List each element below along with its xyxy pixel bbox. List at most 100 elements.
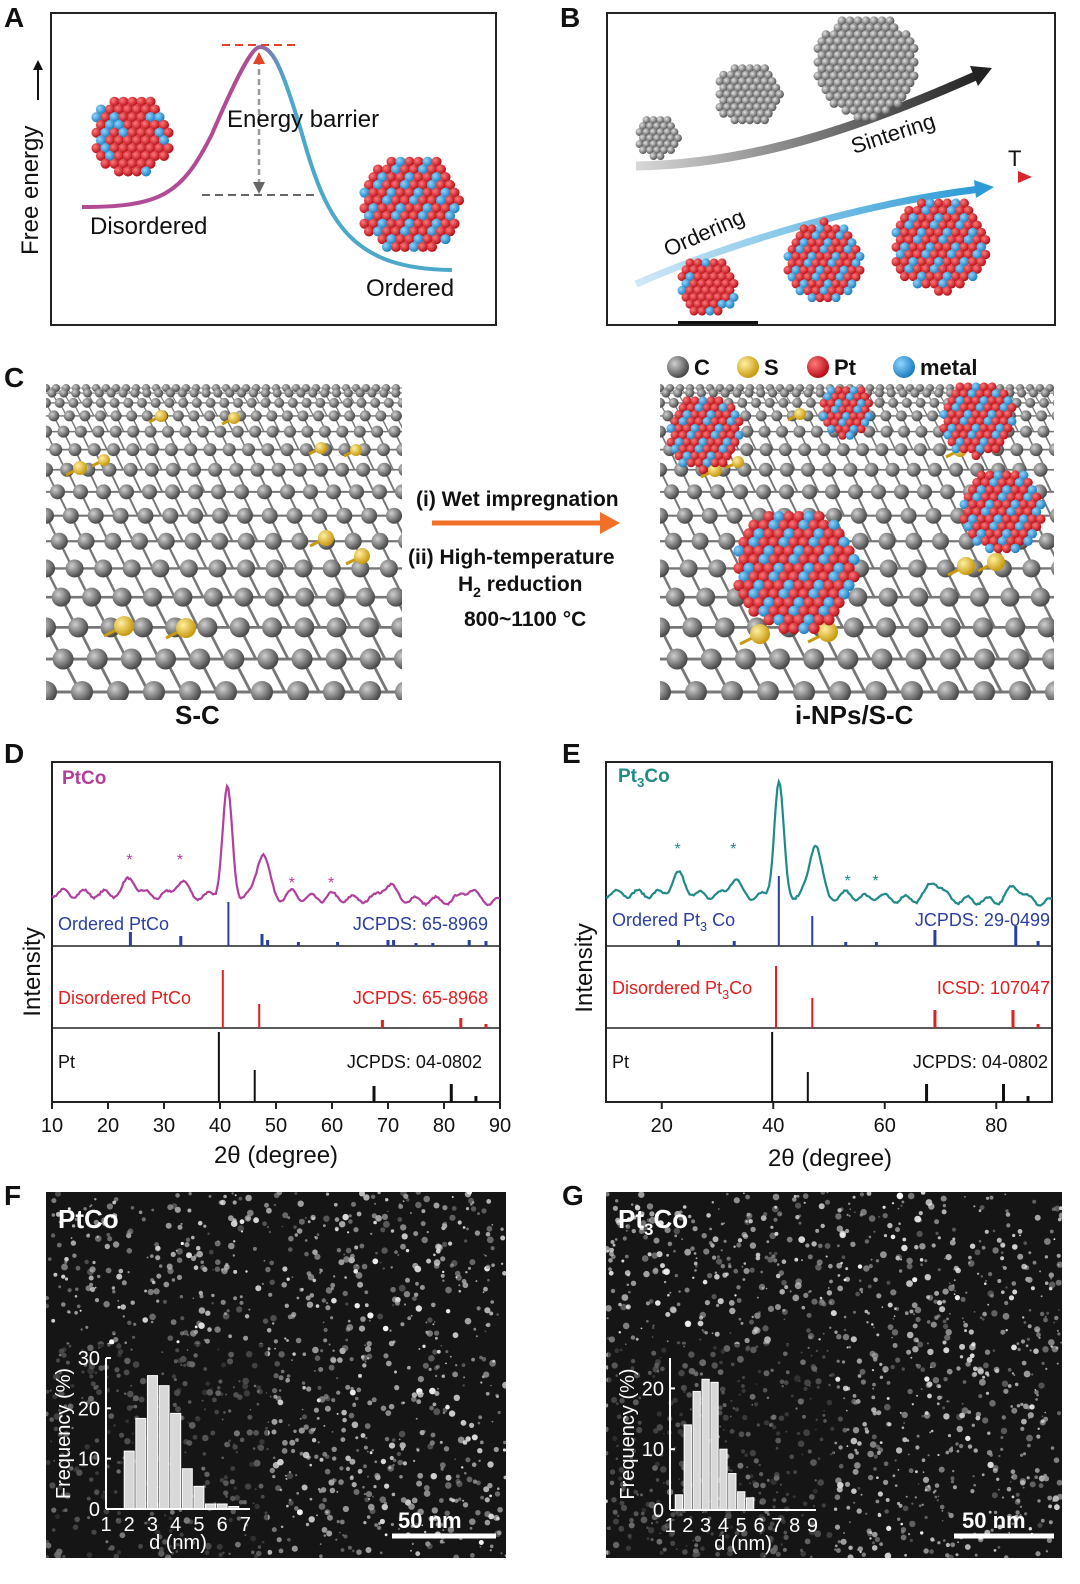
disordered-ptco-label: Disordered PtCo (58, 988, 191, 1008)
hist-y-tick-label: 10 (78, 1449, 100, 1471)
legend-swatch-metal (893, 356, 915, 378)
x-tick-label: 90 (489, 1115, 511, 1137)
x-tick-label: 70 (377, 1115, 399, 1137)
legend-label-s: S (764, 355, 779, 380)
pt-label: Pt (612, 1052, 629, 1072)
xrd-chart-pt3co: * * * * 20 40 60 80 Pt3Co Ordered Pt3 Co JCPDS: 29… (571, 761, 1053, 1172)
x-tick-label: 20 (651, 1115, 673, 1137)
panel-label-f: F (4, 1180, 22, 1211)
sulfur-atom (708, 463, 722, 477)
histogram-bar (710, 1381, 719, 1511)
disordered-cluster-icon (91, 96, 174, 177)
sulfur-atom (957, 557, 975, 575)
histogram-bar (135, 1417, 147, 1510)
x-tick-label: 60 (321, 1115, 343, 1137)
ordering-arrowhead-icon (974, 180, 994, 198)
histogram-bar (683, 1424, 692, 1511)
panel-label-e: E (562, 738, 581, 769)
panel-label-g: G (562, 1180, 584, 1211)
synthesis-arrowhead-icon (600, 512, 620, 534)
histogram-bar (719, 1448, 728, 1511)
hist-x-axis-label: d (nm) (714, 1533, 772, 1555)
temperature-label: T (1008, 146, 1021, 171)
hist-y-axis-label: Frequency (%) (617, 1368, 639, 1499)
peak-marker-star: * (872, 873, 878, 890)
histogram-bar (728, 1473, 737, 1511)
x-axis-label: 2θ (degree) (214, 1142, 338, 1169)
sulfur-atom (318, 530, 334, 546)
pt-ref: JCPDS: 04-0802 (347, 1052, 482, 1072)
histogram-bar (123, 1450, 135, 1510)
histogram-bar (701, 1378, 710, 1511)
sulfur-atom (818, 622, 838, 642)
hist-x-tick-label: 3 (147, 1514, 158, 1536)
step-high-temperature: (ii) High-temperature (408, 546, 615, 569)
sulfur-atom (155, 410, 167, 422)
scale-bar-label-g: 50 nm (962, 1508, 1026, 1533)
ordered-cluster-icon (359, 156, 465, 252)
sintered-particles-icon (635, 16, 919, 161)
sulfur-atom (98, 454, 110, 466)
ordered-particles-icon (677, 198, 991, 316)
hist-x-tick-label: 5 (193, 1514, 204, 1536)
sulfur-atom (176, 618, 196, 638)
x-tick-label: 40 (762, 1115, 784, 1137)
pt-ref: JCPDS: 04-0802 (913, 1052, 1048, 1072)
histogram-bar (692, 1390, 701, 1511)
sulfur-atom (114, 616, 134, 636)
x-tick-label: 60 (874, 1115, 896, 1137)
ordered-pt3co-label: Ordered Pt3 Co (612, 910, 735, 934)
x-tick-label: 80 (985, 1115, 1007, 1137)
energy-barrier-label: Energy barrier (227, 106, 379, 133)
panel-b: T Sintering Ordering (606, 12, 1056, 326)
hist-y-tick-label: 0 (653, 1500, 664, 1522)
free-energy-label: Free energy (17, 126, 44, 255)
peak-marker-star: * (328, 875, 334, 892)
sulfur-carbon-support (46, 380, 402, 700)
hist-x-tick-label: 6 (753, 1515, 764, 1537)
atom-legend: C S Pt metal (667, 355, 977, 380)
hist-y-tick-label: 10 (642, 1439, 664, 1461)
x-tick-label: 20 (97, 1115, 119, 1137)
step-wet-impregnation: (i) Wet impregnation (416, 488, 619, 511)
sample-label-pt3co: Pt3Co (618, 1204, 688, 1239)
ordering-arrow (634, 185, 981, 288)
hist-x-tick-label: 9 (807, 1515, 818, 1537)
sulfur-atom (732, 456, 744, 468)
hist-x-axis-label: d (nm) (149, 1532, 207, 1554)
peak-marker-star: * (289, 875, 295, 892)
x-tick-label: 80 (433, 1115, 455, 1137)
peak-marker-star: * (730, 841, 736, 858)
hist-y-tick-label: 20 (78, 1398, 100, 1420)
hist-y-axis-label: Frequency (%) (53, 1368, 75, 1499)
ordered-ptco-ref: JCPDS: 65-8969 (353, 914, 488, 934)
x-axis-label: 2θ (degree) (768, 1145, 892, 1172)
hist-x-tick-label: 8 (789, 1515, 800, 1537)
legend-label-metal: metal (920, 355, 977, 380)
panel-label-a: A (4, 2, 25, 33)
sulfur-atom (228, 412, 240, 424)
xrd-chart-ptco: * * * * 10 20 30 40 50 60 70 80 90 PtCo Ordered PtCo JC… (19, 761, 511, 1169)
histogram-bar (158, 1385, 170, 1510)
sintering-arrow (635, 69, 982, 171)
hist-x-tick-label: 7 (771, 1515, 782, 1537)
step-temperature: 800~1100 °C (464, 608, 586, 631)
sulfur-atom (794, 408, 806, 420)
peak-marker-star: * (674, 841, 680, 858)
histogram-bar (674, 1494, 684, 1511)
y-axis-label: Intensity (571, 923, 598, 1012)
hist-y-tick-label: 20 (642, 1378, 664, 1400)
plot-frame (605, 761, 1053, 1103)
y-axis-label: Intensity (19, 927, 46, 1016)
hist-x-tick-label: 6 (217, 1514, 228, 1536)
barrier-arrow-down-icon (253, 182, 265, 194)
ordered-ptco-label: Ordered PtCo (58, 914, 169, 934)
sample-label: PtCo (62, 768, 106, 789)
peak-marker-star: * (126, 852, 132, 869)
free-energy-axis: Free energy (17, 60, 44, 255)
histogram-bar (745, 1497, 755, 1511)
hist-x-tick-label: 2 (124, 1514, 135, 1536)
x-tick-label: 50 (265, 1115, 287, 1137)
hist-y-tick-label: 0 (89, 1499, 100, 1521)
